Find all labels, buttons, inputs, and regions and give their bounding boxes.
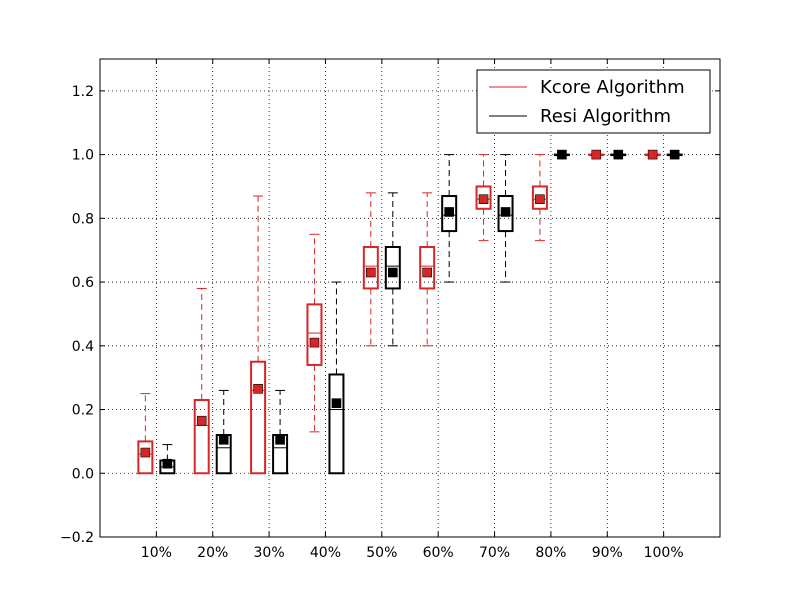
box-1-5 — [441, 154, 458, 283]
box-0-5 — [419, 192, 436, 347]
iqr-box — [475, 185, 492, 210]
box-1-6 — [497, 154, 514, 283]
x-tick-label: 70% — [479, 545, 510, 561]
legend-label-kcore: Kcore Algorithm — [540, 77, 685, 98]
iqr-box — [137, 440, 154, 475]
x-tick-label: 40% — [310, 545, 341, 561]
iqr-box — [306, 303, 323, 366]
box-0-9 — [644, 149, 661, 160]
series-1 — [159, 149, 683, 475]
box-0-8 — [588, 149, 605, 160]
box-0-4 — [362, 192, 379, 347]
legend: Kcore Algorithm Resi Algorithm — [476, 69, 711, 134]
x-tick-label: 90% — [592, 545, 623, 561]
mean-marker — [388, 267, 398, 278]
mean-marker — [140, 447, 151, 458]
x-tick-label: 30% — [254, 545, 285, 561]
mean-marker — [478, 194, 489, 205]
mean-marker — [669, 149, 680, 160]
iqr-box — [497, 195, 514, 233]
box-1-1 — [215, 389, 232, 475]
y-tick-label: 0.6 — [72, 275, 94, 291]
box-0-6 — [475, 154, 492, 242]
x-tick-label: 50% — [366, 545, 397, 561]
box-0-1 — [193, 287, 210, 475]
y-tick-label: −0.2 — [60, 530, 94, 546]
box-1-4 — [384, 192, 401, 347]
mean-marker — [162, 458, 173, 469]
iqr-box — [328, 373, 345, 475]
mean-marker — [196, 415, 207, 426]
iqr-box — [193, 398, 210, 475]
y-tick-label: 1.2 — [72, 84, 94, 100]
mean-marker — [500, 207, 511, 217]
x-tick-label: 80% — [535, 545, 566, 561]
y-tick-label: 1.0 — [72, 148, 94, 164]
mean-marker — [309, 337, 320, 348]
plot-series — [137, 149, 683, 475]
mean-marker — [366, 267, 376, 278]
x-tick-label: 100% — [644, 545, 684, 561]
box-1-9 — [666, 149, 683, 160]
box-1-0 — [159, 444, 176, 475]
iqr-box — [419, 246, 436, 290]
mean-marker — [591, 149, 602, 160]
box-0-3 — [306, 233, 323, 433]
mean-marker — [444, 207, 454, 217]
box-0-7 — [531, 154, 548, 242]
x-axis: 10% 20% 30% 40% 50% 60% 70% 80% 90% 100% — [141, 59, 684, 561]
mean-marker — [275, 435, 285, 445]
x-tick-label: 10% — [141, 545, 172, 561]
mean-marker — [331, 398, 342, 408]
y-tick-label: 0.2 — [72, 403, 94, 419]
box-1-7 — [553, 149, 570, 160]
mean-marker — [218, 435, 229, 445]
mean-marker — [535, 194, 545, 205]
box-1-2 — [272, 389, 289, 475]
legend-label-resi: Resi Algorithm — [540, 106, 671, 127]
iqr-box — [384, 246, 401, 290]
y-axis: −0.2 0.0 0.2 0.4 0.6 0.8 1.0 1.2 — [60, 84, 720, 546]
iqr-box — [531, 185, 548, 210]
box-0-0 — [137, 393, 154, 475]
iqr-box — [441, 195, 458, 233]
mean-marker — [253, 384, 263, 394]
x-tick-label: 60% — [423, 545, 454, 561]
legend-box — [476, 69, 711, 134]
iqr-box — [250, 360, 267, 475]
x-tick-label: 20% — [197, 545, 228, 561]
mean-marker — [647, 149, 658, 160]
mean-marker — [422, 267, 432, 278]
mean-marker — [613, 149, 624, 160]
iqr-box — [362, 246, 379, 290]
box-0-2 — [250, 195, 267, 475]
y-tick-label: 0.4 — [72, 339, 94, 355]
plot-frame — [99, 58, 721, 538]
y-tick-label: 0.0 — [72, 466, 94, 482]
series-0 — [137, 149, 661, 475]
y-tick-label: 0.8 — [72, 211, 94, 227]
box-1-3 — [328, 281, 345, 475]
box-1-8 — [610, 149, 627, 160]
mean-marker — [557, 149, 567, 160]
